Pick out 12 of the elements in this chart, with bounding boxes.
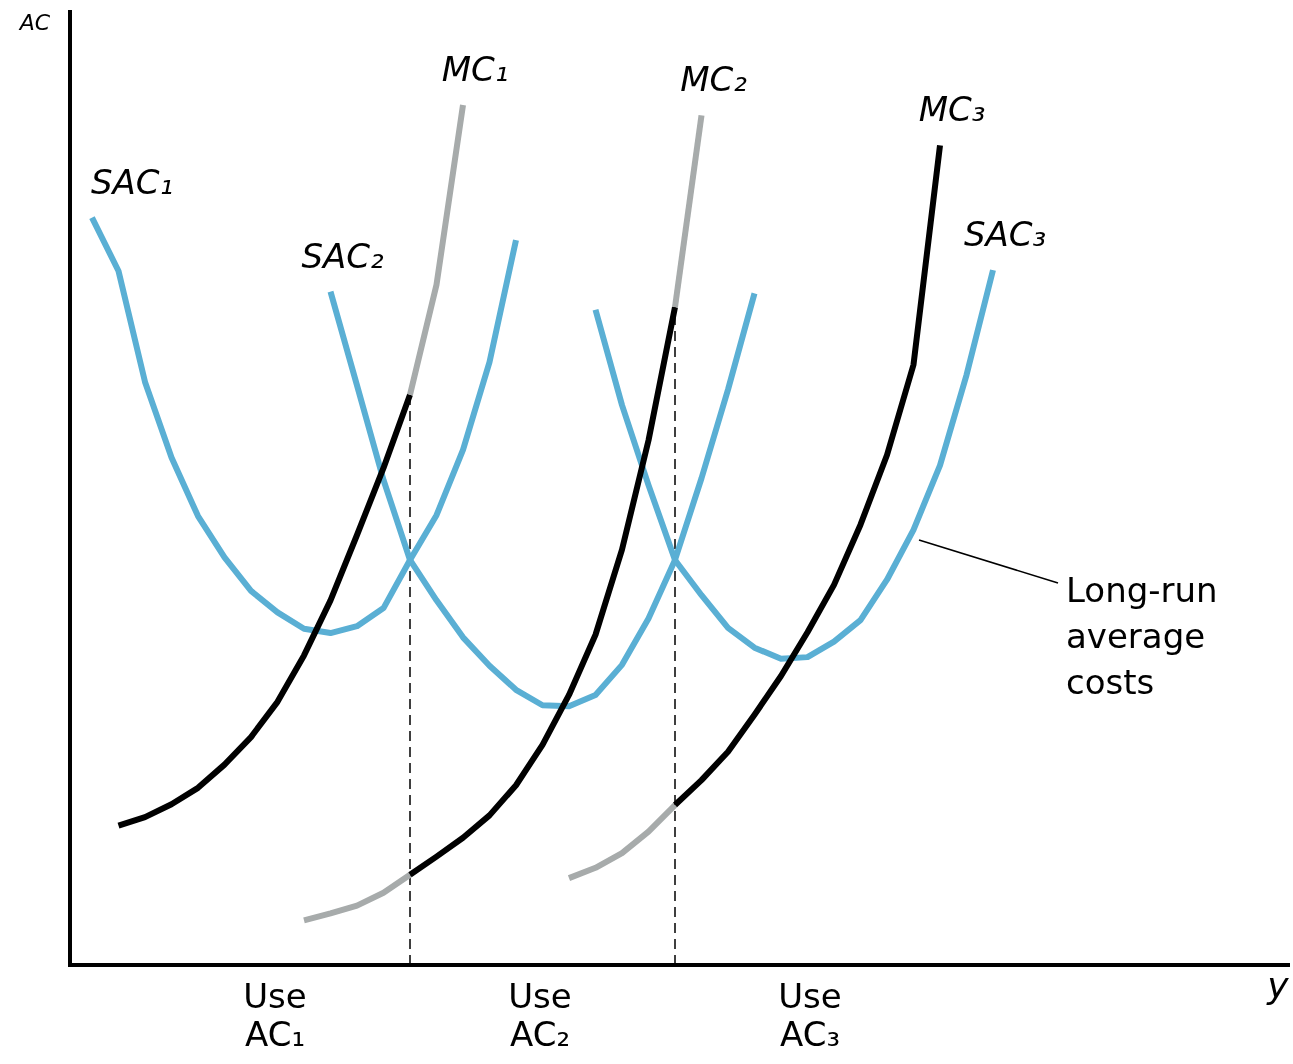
text: Use AC₃ [778,976,842,1054]
series-label: MC₂ [680,59,748,100]
text: Use AC₁ [243,976,307,1054]
series-label: SAC₁ [90,161,174,202]
text: y [1266,965,1290,1006]
y-axis-title: AC [17,10,51,35]
series-label: MC₁ [441,49,509,89]
series-label: SAC₃ [963,214,1047,255]
series-label: MC₃ [918,89,986,130]
text: Use AC₂ [508,976,572,1054]
text: Long-run average costs [1066,570,1218,702]
series-label: SAC₂ [301,235,384,276]
